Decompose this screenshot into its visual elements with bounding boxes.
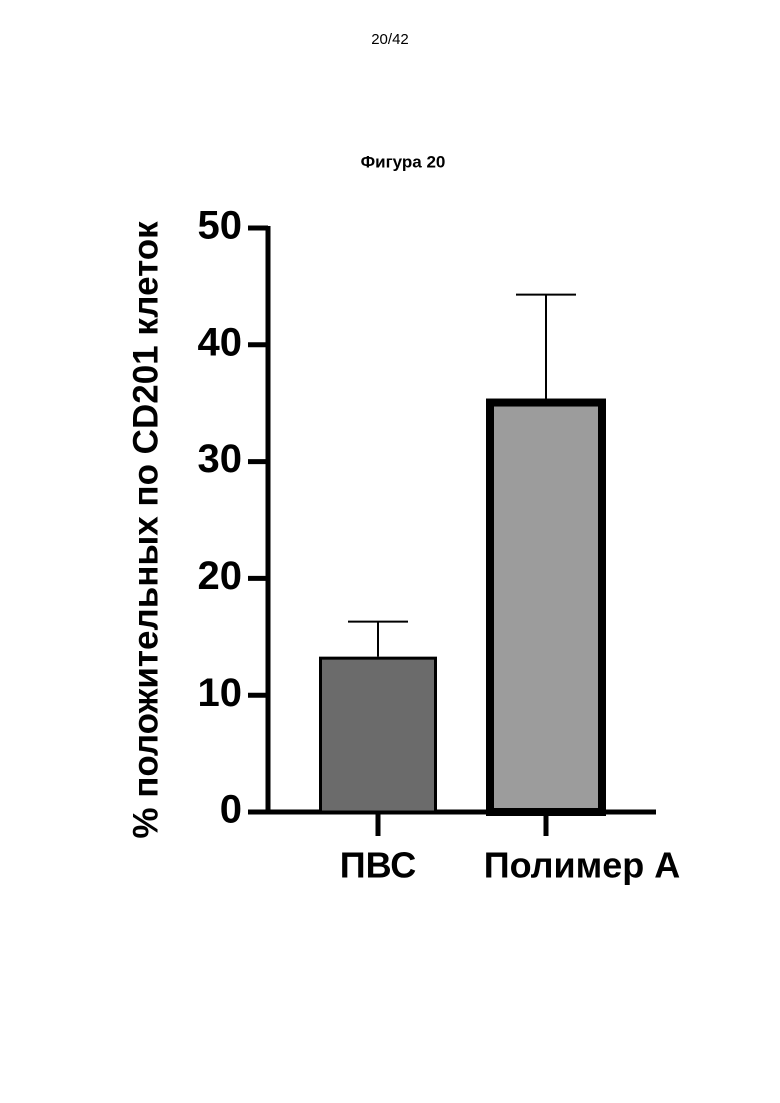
y-tick-label: 30 xyxy=(198,437,243,481)
y-tick-label: 0 xyxy=(220,788,242,832)
page-number: 20/42 xyxy=(371,31,409,48)
page: 20/42 Фигура 20 % положительных по CD201… xyxy=(0,0,780,1103)
y-tick-label: 40 xyxy=(198,320,243,364)
y-tick-label: 20 xyxy=(198,554,243,598)
x-tick-label: ПВС xyxy=(340,845,417,886)
chart: 20/42 Фигура 20 % положительных по CD201… xyxy=(0,0,780,1103)
chart-title: Фигура 20 xyxy=(361,152,446,171)
y-tick-label: 50 xyxy=(198,204,243,248)
y-axis-label: % положительных по CD201 клеток xyxy=(126,221,165,839)
x-tick-label: Полимер А xyxy=(484,845,681,886)
bar xyxy=(321,658,436,812)
y-tick-label: 10 xyxy=(198,671,243,715)
bar xyxy=(490,403,602,812)
